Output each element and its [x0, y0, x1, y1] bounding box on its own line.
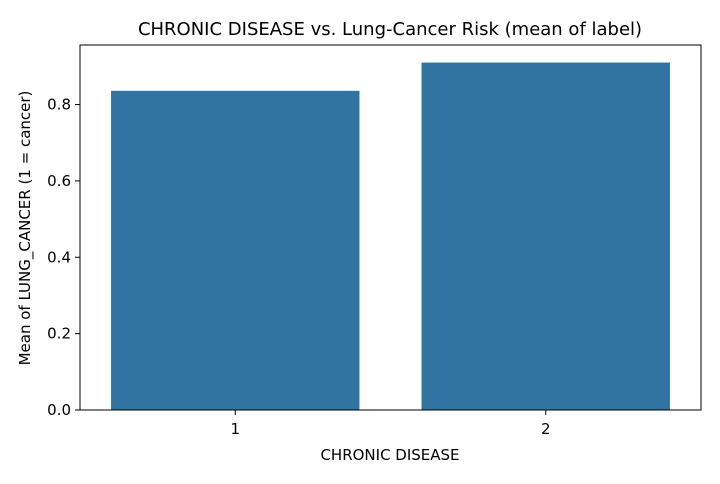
chart-title: CHRONIC DISEASE vs. Lung-Cancer Risk (me… — [138, 19, 642, 40]
bar-2 — [421, 62, 670, 411]
bar-1 — [111, 90, 360, 410]
plot-area: 1 2 0.0 0.2 0.4 0.6 0.8 — [47, 44, 702, 438]
y-tick-label: 0.4 — [47, 248, 71, 266]
x-axis-label: CHRONIC DISEASE — [320, 446, 459, 464]
y-tick-label: 0.0 — [47, 401, 71, 419]
axes-frame — [79, 44, 702, 411]
y-tick-label: 0.6 — [47, 172, 71, 190]
y-axis-label: Mean of LUNG_CANCER (1 = cancer) — [16, 91, 35, 366]
y-tick-label: 0.2 — [47, 325, 71, 343]
y-tick-label: 0.8 — [47, 96, 71, 114]
x-tick-label-2: 2 — [541, 420, 551, 438]
x-tick-label-1: 1 — [230, 420, 240, 438]
